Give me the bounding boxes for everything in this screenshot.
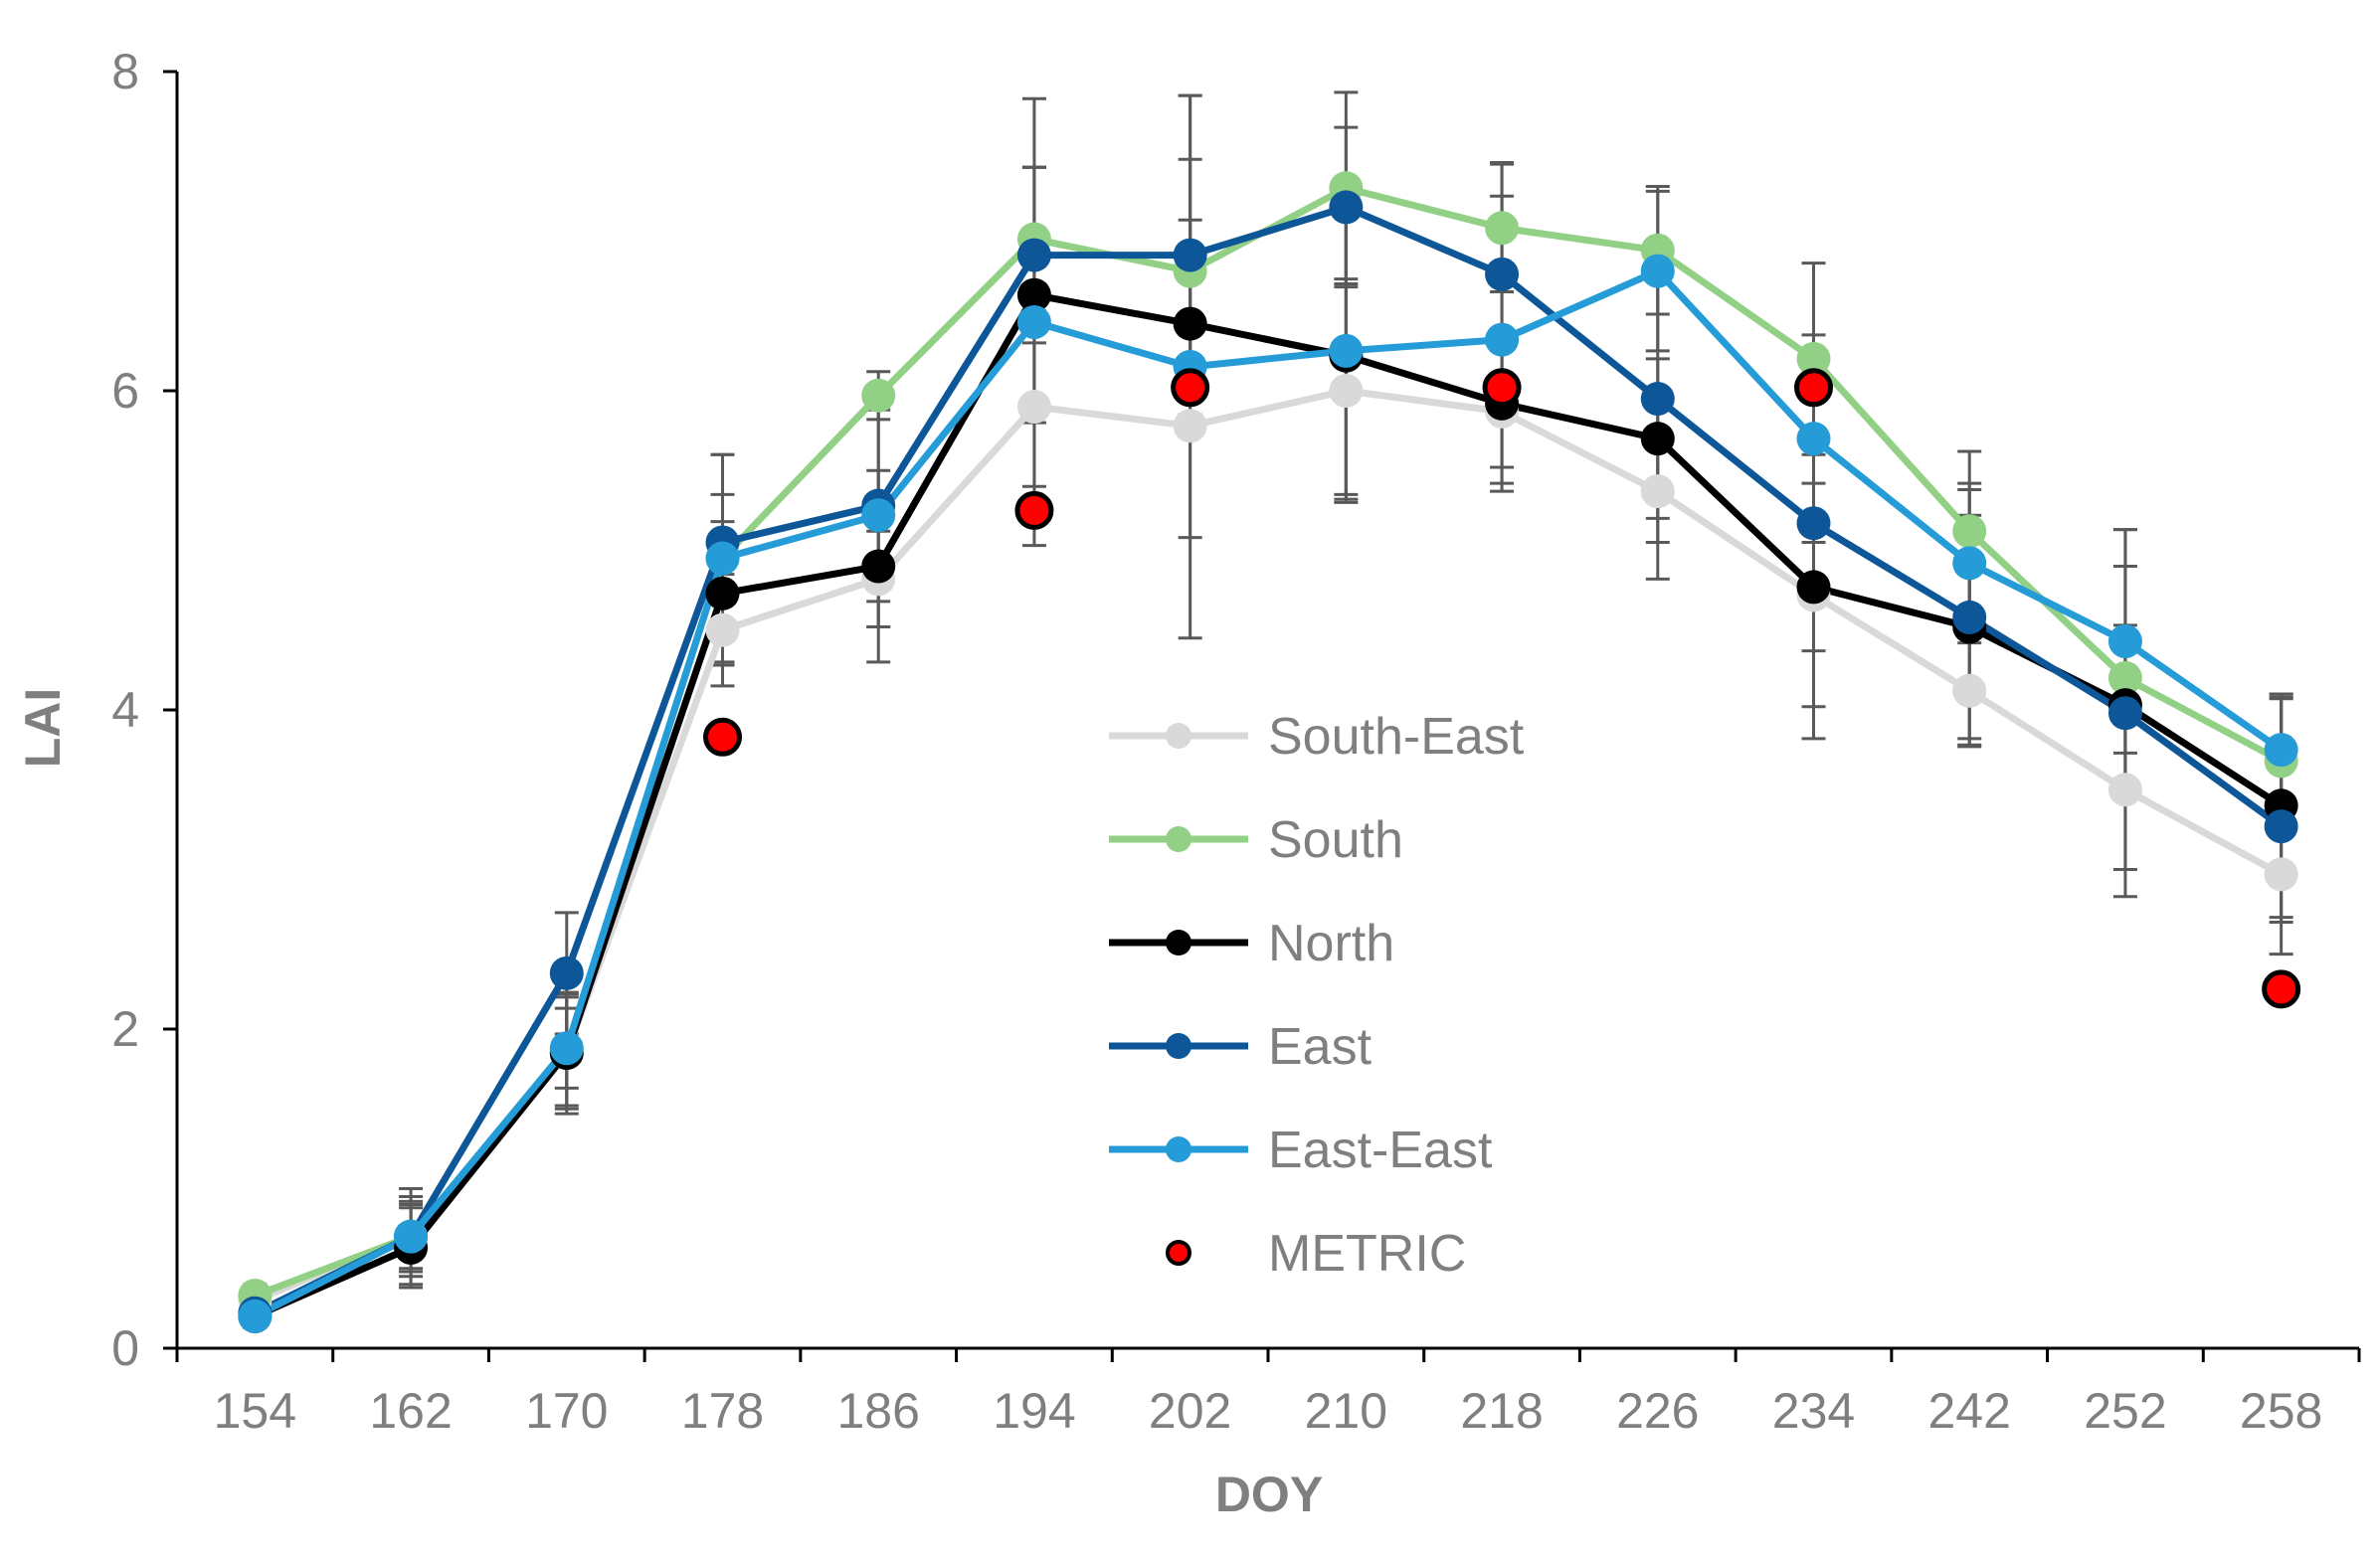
point-east: [1329, 190, 1364, 225]
metric-point: [1794, 368, 1833, 408]
legend-label-north: North: [1268, 915, 1394, 972]
x-tick-label: 252: [2084, 1383, 2166, 1439]
y-tick-label: 2: [111, 1001, 139, 1057]
point-south: [1485, 211, 1520, 246]
series-line-east-east: [253, 267, 2284, 1320]
point-south-east: [705, 612, 740, 647]
x-tick-label: 178: [681, 1383, 764, 1439]
legend-label-east: East: [1268, 1018, 1373, 1076]
point-east-east: [861, 498, 896, 533]
legend-label-east-east: East-East: [1268, 1122, 1493, 1179]
axes: 0 2 4 6 8 154 162 170 178 186 194 202 210 218 226 234 24…: [111, 44, 2361, 1439]
x-tick-label: 210: [1305, 1383, 1387, 1439]
x-tick-label: 162: [369, 1383, 452, 1439]
point-east-east: [2264, 733, 2298, 768]
x-tick-label: 226: [1616, 1383, 1699, 1439]
y-tick-label: 0: [111, 1320, 139, 1376]
y-tick-label: 6: [111, 363, 139, 419]
y-tick-label: 8: [111, 44, 139, 99]
legend: South-East South North East East-East METRIC: [1109, 708, 1525, 1283]
point-north: [861, 549, 896, 584]
metric-point: [2262, 969, 2301, 1009]
point-east: [1640, 382, 1675, 417]
point-south-east: [2107, 773, 2142, 807]
point-south-east: [1640, 474, 1675, 509]
y-axis-title: LAI: [15, 688, 71, 769]
legend-label-south-east: South-East: [1268, 708, 1525, 766]
point-east: [2264, 809, 2298, 844]
point-east-east: [1796, 422, 1831, 456]
point-east: [1173, 238, 1207, 272]
legend-marker-south: [1166, 826, 1191, 852]
point-north: [1173, 306, 1207, 341]
legend-marker-east-east: [1166, 1136, 1191, 1162]
point-south-east: [2264, 857, 2298, 892]
point-east-east: [238, 1299, 273, 1333]
metric-point: [1014, 490, 1054, 530]
x-tick-label: 234: [1772, 1383, 1855, 1439]
point-east-east: [705, 541, 740, 576]
point-east: [1952, 600, 1987, 634]
legend-marker-south-east: [1166, 723, 1191, 749]
point-east: [2107, 696, 2142, 731]
series-lines: [253, 184, 2284, 1320]
legend-label-metric: METRIC: [1268, 1225, 1466, 1283]
point-north: [1640, 422, 1675, 456]
y-tick-label: 4: [111, 682, 139, 738]
point-east-east: [1952, 546, 1987, 581]
metric-points: [703, 368, 2301, 1009]
legend-label-south: South: [1268, 811, 1403, 869]
legend-marker-east: [1166, 1033, 1191, 1059]
point-east-east: [1640, 254, 1675, 288]
point-south: [861, 378, 896, 413]
x-tick-label: 170: [525, 1383, 608, 1439]
point-east-east: [1329, 333, 1364, 368]
point-north: [1016, 277, 1051, 312]
x-tick-label: 258: [2240, 1383, 2322, 1439]
point-east-east: [1016, 304, 1051, 339]
x-tick-label: 186: [836, 1383, 919, 1439]
legend-marker-north: [1166, 930, 1191, 955]
point-east: [1485, 257, 1520, 291]
point-south-east: [1952, 673, 1987, 708]
x-tick-label: 202: [1149, 1383, 1231, 1439]
x-tick-label: 218: [1460, 1383, 1543, 1439]
metric-point: [1171, 368, 1210, 408]
x-tick-label: 194: [993, 1383, 1075, 1439]
point-south: [1796, 341, 1831, 376]
metric-point: [1482, 368, 1522, 408]
x-tick-label: 242: [1927, 1383, 2010, 1439]
point-east: [1796, 506, 1831, 541]
series-line-east: [253, 203, 2284, 1316]
point-east: [549, 955, 584, 990]
x-tick-label: 154: [214, 1383, 296, 1439]
point-south-east: [1329, 374, 1364, 408]
point-south: [2107, 660, 2142, 695]
point-south: [1952, 514, 1987, 549]
point-east-east: [549, 1031, 584, 1066]
point-east-east: [2107, 623, 2142, 658]
point-east-east: [1485, 322, 1520, 357]
point-south-east: [1016, 390, 1051, 425]
metric-point: [703, 717, 742, 757]
x-axis-title: DOY: [1215, 1467, 1323, 1522]
legend-marker-metric: [1166, 1240, 1191, 1266]
point-east-east: [394, 1219, 429, 1254]
point-east: [1016, 238, 1051, 272]
point-north: [1796, 570, 1831, 605]
point-north: [705, 576, 740, 610]
point-south-east: [1173, 409, 1207, 443]
